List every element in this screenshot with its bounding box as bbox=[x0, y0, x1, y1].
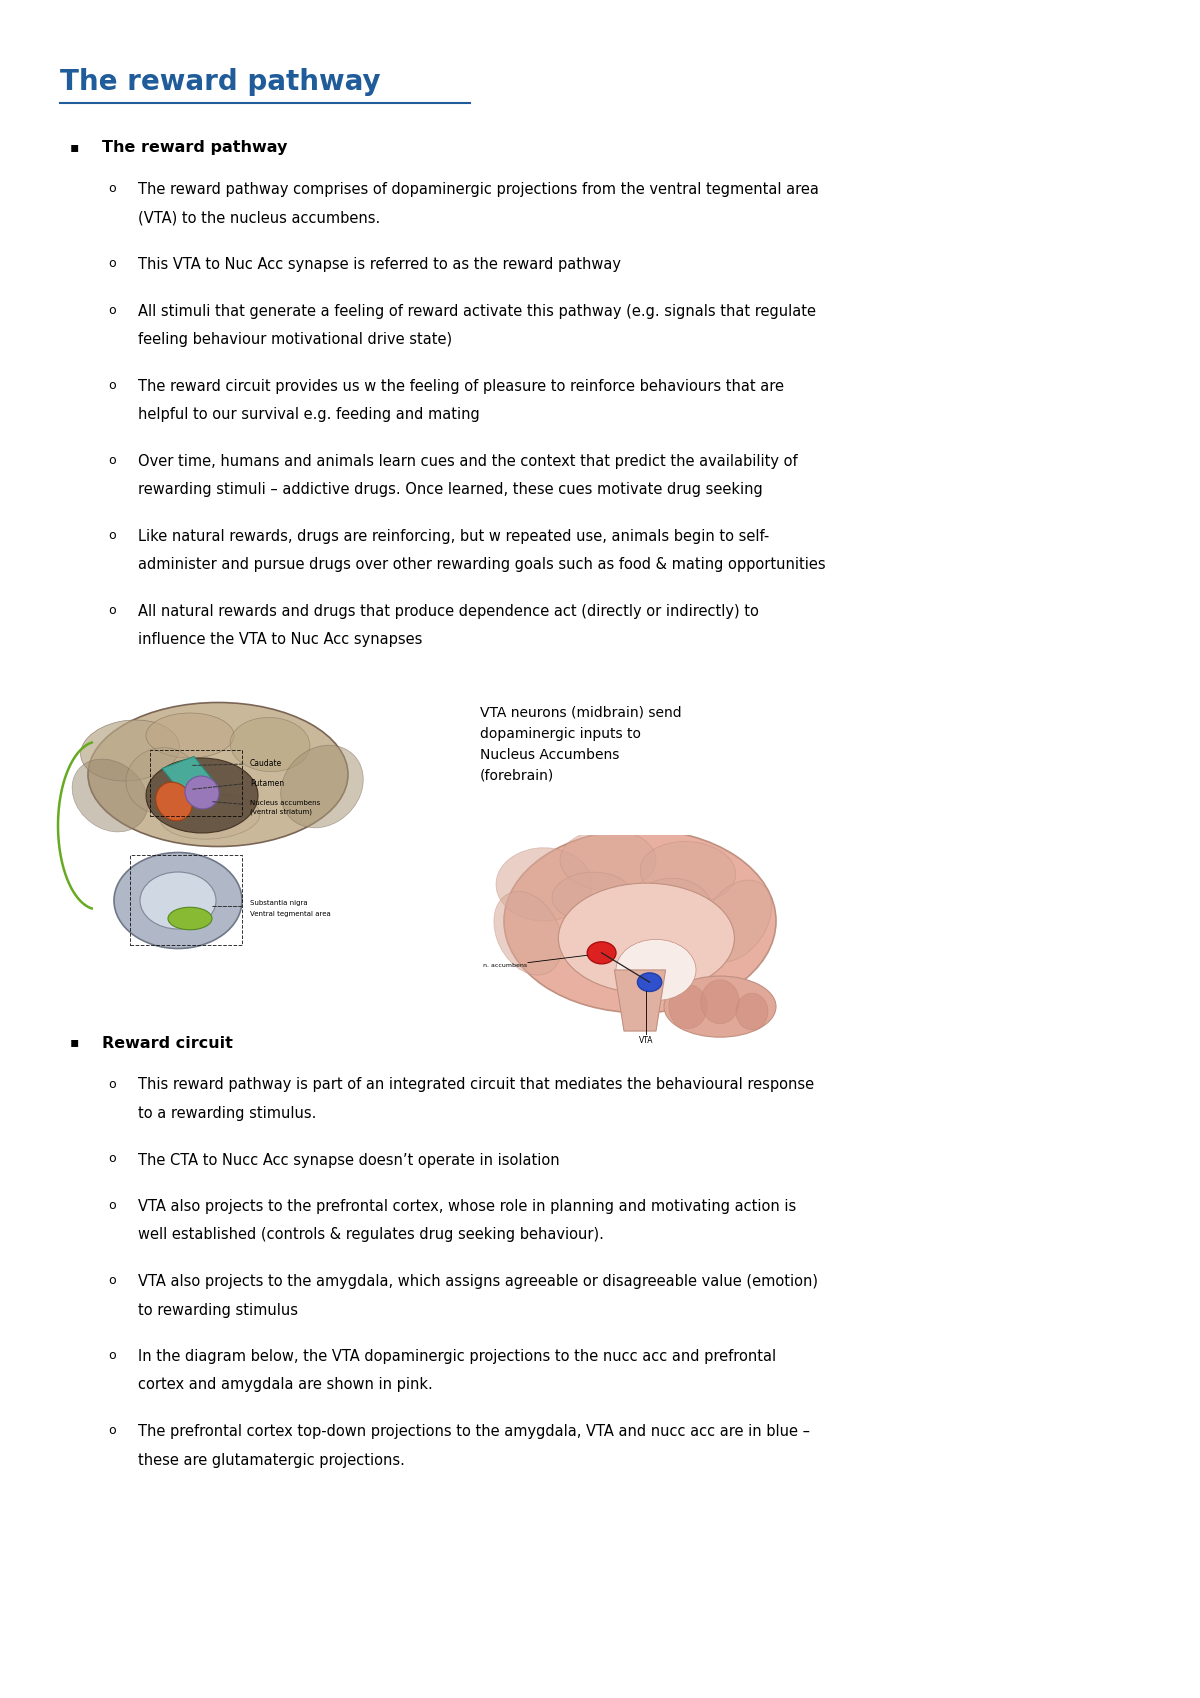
Text: to rewarding stimulus: to rewarding stimulus bbox=[138, 1302, 298, 1318]
Text: Ventral tegmental area: Ventral tegmental area bbox=[250, 912, 331, 917]
Ellipse shape bbox=[80, 720, 179, 781]
Ellipse shape bbox=[156, 783, 192, 820]
Text: Like natural rewards, drugs are reinforcing, but w repeated use, animals begin t: Like natural rewards, drugs are reinforc… bbox=[138, 528, 769, 543]
Circle shape bbox=[587, 942, 616, 964]
Text: o: o bbox=[108, 1078, 115, 1090]
Polygon shape bbox=[162, 757, 218, 798]
Text: to a rewarding stimulus.: to a rewarding stimulus. bbox=[138, 1105, 317, 1121]
Text: o: o bbox=[108, 603, 115, 616]
Text: o: o bbox=[108, 1153, 115, 1165]
Ellipse shape bbox=[552, 873, 632, 920]
Ellipse shape bbox=[168, 907, 212, 931]
Text: This VTA to Nuc Acc synapse is referred to as the reward pathway: This VTA to Nuc Acc synapse is referred … bbox=[138, 256, 622, 272]
Ellipse shape bbox=[616, 939, 696, 1000]
Ellipse shape bbox=[160, 795, 260, 839]
Text: VTA also projects to the amygdala, which assigns agreeable or disagreeable value: VTA also projects to the amygdala, which… bbox=[138, 1274, 818, 1289]
Text: o: o bbox=[108, 1425, 115, 1437]
Ellipse shape bbox=[701, 880, 772, 963]
Text: In the diagram below, the VTA dopaminergic projections to the nucc acc and prefr: In the diagram below, the VTA dopaminerg… bbox=[138, 1348, 776, 1363]
Ellipse shape bbox=[496, 847, 592, 920]
Text: Putamen: Putamen bbox=[250, 779, 284, 788]
Ellipse shape bbox=[504, 829, 776, 1012]
Text: o: o bbox=[108, 256, 115, 270]
Text: Over time, humans and animals learn cues and the context that predict the availa: Over time, humans and animals learn cues… bbox=[138, 453, 798, 469]
Text: (VTA) to the nucleus accumbens.: (VTA) to the nucleus accumbens. bbox=[138, 211, 380, 226]
Ellipse shape bbox=[701, 980, 739, 1024]
Text: Nucleus accumbens: Nucleus accumbens bbox=[250, 800, 320, 807]
Text: n. accumbens: n. accumbens bbox=[484, 963, 527, 968]
Text: administer and pursue drugs over other rewarding goals such as food & mating opp: administer and pursue drugs over other r… bbox=[138, 557, 826, 572]
Ellipse shape bbox=[281, 745, 364, 829]
Text: Substantia nigra: Substantia nigra bbox=[250, 900, 307, 907]
Ellipse shape bbox=[126, 747, 198, 813]
Text: o: o bbox=[108, 453, 115, 467]
Text: ▪: ▪ bbox=[70, 1036, 79, 1049]
Text: feeling behaviour motivational drive state): feeling behaviour motivational drive sta… bbox=[138, 333, 452, 346]
Text: VTA also projects to the prefrontal cortex, whose role in planning and motivatin: VTA also projects to the prefrontal cort… bbox=[138, 1199, 797, 1214]
Polygon shape bbox=[614, 970, 666, 1031]
Text: o: o bbox=[108, 528, 115, 542]
Text: these are glutamatergic projections.: these are glutamatergic projections. bbox=[138, 1452, 404, 1467]
Text: The CTA to Nucc Acc synapse doesn’t operate in isolation: The CTA to Nucc Acc synapse doesn’t oper… bbox=[138, 1153, 559, 1168]
Text: VTA: VTA bbox=[640, 1036, 654, 1046]
Ellipse shape bbox=[146, 757, 258, 834]
Text: Reward circuit: Reward circuit bbox=[102, 1036, 233, 1051]
Text: o: o bbox=[108, 304, 115, 316]
Text: o: o bbox=[108, 1199, 115, 1212]
Ellipse shape bbox=[140, 873, 216, 929]
Text: The reward pathway comprises of dopaminergic projections from the ventral tegmen: The reward pathway comprises of dopamine… bbox=[138, 182, 818, 197]
Text: The reward circuit provides us w the feeling of pleasure to reinforce behaviours: The reward circuit provides us w the fee… bbox=[138, 379, 784, 394]
Ellipse shape bbox=[185, 776, 220, 808]
Ellipse shape bbox=[668, 985, 707, 1029]
Text: cortex and amygdala are shown in pink.: cortex and amygdala are shown in pink. bbox=[138, 1377, 433, 1392]
Text: All stimuli that generate a feeling of reward activate this pathway (e.g. signal: All stimuli that generate a feeling of r… bbox=[138, 304, 816, 319]
Text: Caudate: Caudate bbox=[250, 759, 282, 769]
Text: rewarding stimuli – addictive drugs. Once learned, these cues motivate drug seek: rewarding stimuli – addictive drugs. Onc… bbox=[138, 482, 763, 498]
Text: This reward pathway is part of an integrated circuit that mediates the behaviour: This reward pathway is part of an integr… bbox=[138, 1078, 814, 1092]
Text: VTA neurons (midbrain) send
dopaminergic inputs to
Nucleus Accumbens
(forebrain): VTA neurons (midbrain) send dopaminergic… bbox=[480, 705, 682, 783]
Ellipse shape bbox=[230, 717, 310, 771]
Text: o: o bbox=[108, 1274, 115, 1287]
Ellipse shape bbox=[558, 883, 734, 993]
Ellipse shape bbox=[641, 842, 736, 903]
Text: well established (controls & regulates drug seeking behaviour).: well established (controls & regulates d… bbox=[138, 1228, 604, 1243]
Ellipse shape bbox=[494, 891, 562, 975]
Ellipse shape bbox=[664, 976, 776, 1037]
Ellipse shape bbox=[632, 878, 712, 939]
Text: The reward pathway: The reward pathway bbox=[102, 139, 287, 155]
Text: The prefrontal cortex top-down projections to the amygdala, VTA and nucc acc are: The prefrontal cortex top-down projectio… bbox=[138, 1425, 810, 1438]
Ellipse shape bbox=[88, 703, 348, 847]
Ellipse shape bbox=[736, 993, 768, 1029]
Text: ▪: ▪ bbox=[70, 139, 79, 155]
Ellipse shape bbox=[146, 713, 234, 757]
Text: influence the VTA to Nuc Acc synapses: influence the VTA to Nuc Acc synapses bbox=[138, 632, 422, 647]
Text: o: o bbox=[108, 1348, 115, 1362]
Ellipse shape bbox=[114, 852, 242, 949]
Text: The reward pathway: The reward pathway bbox=[60, 68, 380, 97]
Text: o: o bbox=[108, 379, 115, 392]
Text: All natural rewards and drugs that produce dependence act (directly or indirectl: All natural rewards and drugs that produ… bbox=[138, 603, 758, 618]
Circle shape bbox=[637, 973, 661, 992]
Text: (ventral striatum): (ventral striatum) bbox=[250, 808, 312, 815]
Text: helpful to our survival e.g. feeding and mating: helpful to our survival e.g. feeding and… bbox=[138, 408, 480, 423]
Ellipse shape bbox=[72, 759, 148, 832]
Text: o: o bbox=[108, 182, 115, 195]
Ellipse shape bbox=[560, 829, 656, 890]
